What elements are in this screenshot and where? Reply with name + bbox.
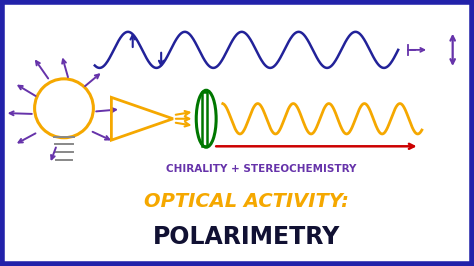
Text: POLARIMETRY: POLARIMETRY: [153, 225, 340, 248]
Text: CHIRALITY + STEREOCHEMISTRY: CHIRALITY + STEREOCHEMISTRY: [165, 164, 356, 174]
Text: OPTICAL ACTIVITY:: OPTICAL ACTIVITY:: [144, 192, 349, 211]
Bar: [202, 92, 207, 146]
